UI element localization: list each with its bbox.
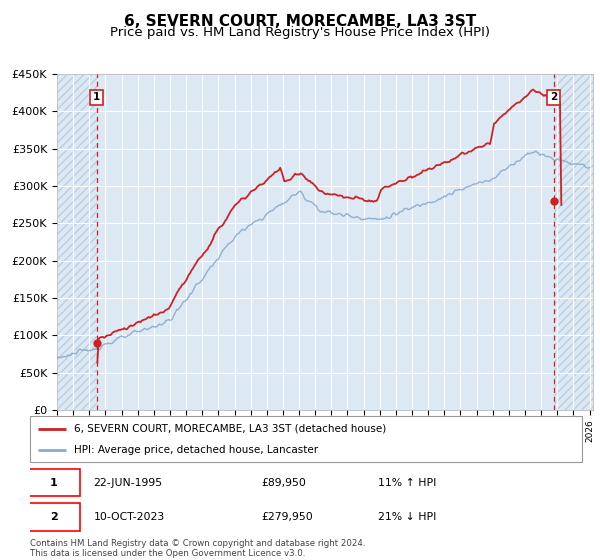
Text: Contains HM Land Registry data © Crown copyright and database right 2024.
This d: Contains HM Land Registry data © Crown c… [30, 539, 365, 558]
Text: 6, SEVERN COURT, MORECAMBE, LA3 3ST: 6, SEVERN COURT, MORECAMBE, LA3 3ST [124, 14, 476, 29]
Text: 1: 1 [93, 92, 100, 102]
Text: 2: 2 [550, 92, 557, 102]
Bar [554, 74, 600, 410]
Text: 2: 2 [50, 512, 58, 522]
Text: 1: 1 [50, 478, 58, 488]
Text: HPI: Average price, detached house, Lancaster: HPI: Average price, detached house, Lanc… [74, 445, 318, 455]
Text: 22-JUN-1995: 22-JUN-1995 [94, 478, 163, 488]
Text: £89,950: £89,950 [262, 478, 307, 488]
Bar [57, 74, 97, 410]
FancyBboxPatch shape [27, 469, 80, 496]
FancyBboxPatch shape [30, 416, 582, 462]
Text: Price paid vs. HM Land Registry's House Price Index (HPI): Price paid vs. HM Land Registry's House … [110, 26, 490, 39]
Text: 11% ↑ HPI: 11% ↑ HPI [378, 478, 436, 488]
Bar [554, 74, 600, 410]
Text: 6, SEVERN COURT, MORECAMBE, LA3 3ST (detached house): 6, SEVERN COURT, MORECAMBE, LA3 3ST (det… [74, 424, 386, 434]
Text: 21% ↓ HPI: 21% ↓ HPI [378, 512, 436, 522]
Bar [57, 74, 97, 410]
Text: £279,950: £279,950 [262, 512, 314, 522]
FancyBboxPatch shape [27, 503, 80, 531]
Text: 10-OCT-2023: 10-OCT-2023 [94, 512, 165, 522]
